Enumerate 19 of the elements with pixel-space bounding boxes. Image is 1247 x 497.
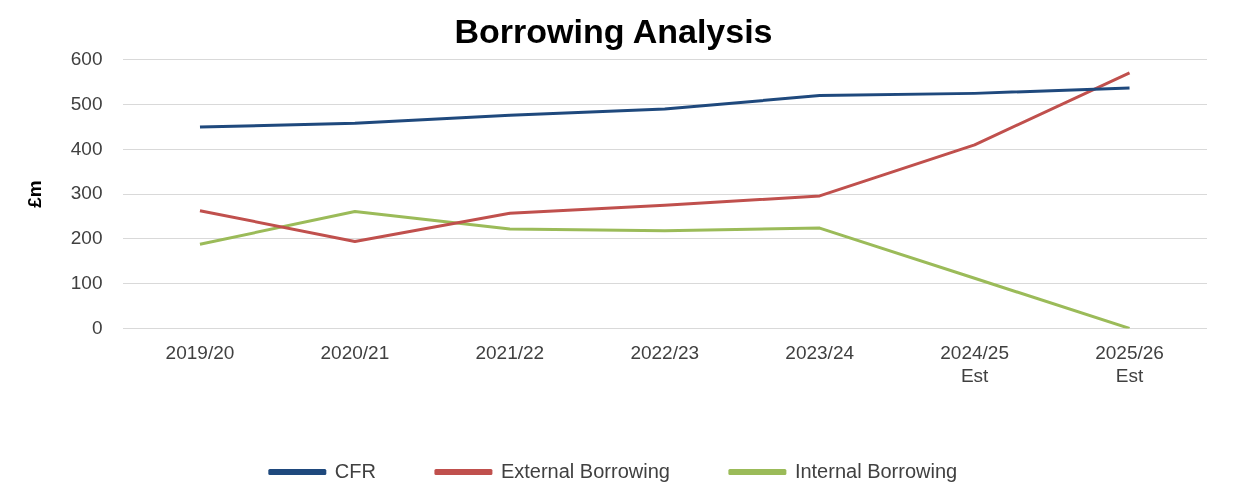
x-tick-label: 2024/25 Est — [940, 342, 1009, 386]
y-tick-label: 500 — [70, 92, 103, 114]
x-tick-label: 2025/26 Est — [1095, 342, 1164, 386]
x-tick-label: 2022/23 — [630, 342, 700, 364]
y-tick-label: 400 — [70, 137, 103, 159]
y-tick-label: 0 — [91, 316, 103, 338]
legend-label: Internal Borrowing — [794, 459, 958, 482]
y-tick-label: 300 — [70, 182, 103, 204]
x-tick-label: 2019/20 — [165, 342, 235, 364]
y-tick-label: 600 — [70, 48, 103, 70]
y-axis-title: £m — [23, 180, 45, 208]
x-tick-label: 2023/24 — [785, 342, 855, 364]
legend-label: External Borrowing — [500, 459, 670, 482]
chart-title: Borrowing Analysis — [454, 11, 773, 50]
y-tick-label: 100 — [70, 271, 103, 293]
legend-label: CFR — [334, 459, 376, 482]
x-tick-label: 2021/22 — [475, 342, 545, 364]
y-tick-label: 200 — [70, 227, 103, 249]
x-tick-label: 2020/21 — [320, 342, 390, 364]
